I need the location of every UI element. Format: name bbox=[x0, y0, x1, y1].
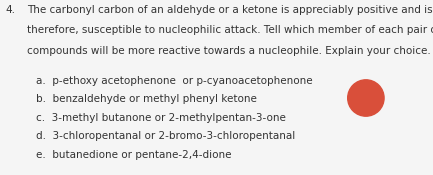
Text: a.  p-ethoxy acetophenone  or p-cyanoacetophenone: a. p-ethoxy acetophenone or p-cyanoaceto… bbox=[36, 76, 312, 86]
Ellipse shape bbox=[348, 80, 384, 116]
Text: therefore, susceptible to nucleophilic attack. Tell which member of each pair of: therefore, susceptible to nucleophilic a… bbox=[27, 25, 433, 35]
Text: c.  3-methyl butanone or 2-methylpentan-3-one: c. 3-methyl butanone or 2-methylpentan-3… bbox=[36, 113, 285, 123]
Text: e.  butanedione or pentane-2,4-dione: e. butanedione or pentane-2,4-dione bbox=[36, 150, 231, 160]
Text: compounds will be more reactive towards a nucleophile. Explain your choice.: compounds will be more reactive towards … bbox=[27, 46, 430, 55]
Text: The carbonyl carbon of an aldehyde or a ketone is appreciably positive and is: The carbonyl carbon of an aldehyde or a … bbox=[27, 5, 433, 15]
Text: d.  3-chloropentanal or 2-bromo-3-chloropentanal: d. 3-chloropentanal or 2-bromo-3-chlorop… bbox=[36, 131, 295, 141]
Text: b.  benzaldehyde or methyl phenyl ketone: b. benzaldehyde or methyl phenyl ketone bbox=[36, 94, 256, 104]
Text: 4.: 4. bbox=[5, 5, 15, 15]
